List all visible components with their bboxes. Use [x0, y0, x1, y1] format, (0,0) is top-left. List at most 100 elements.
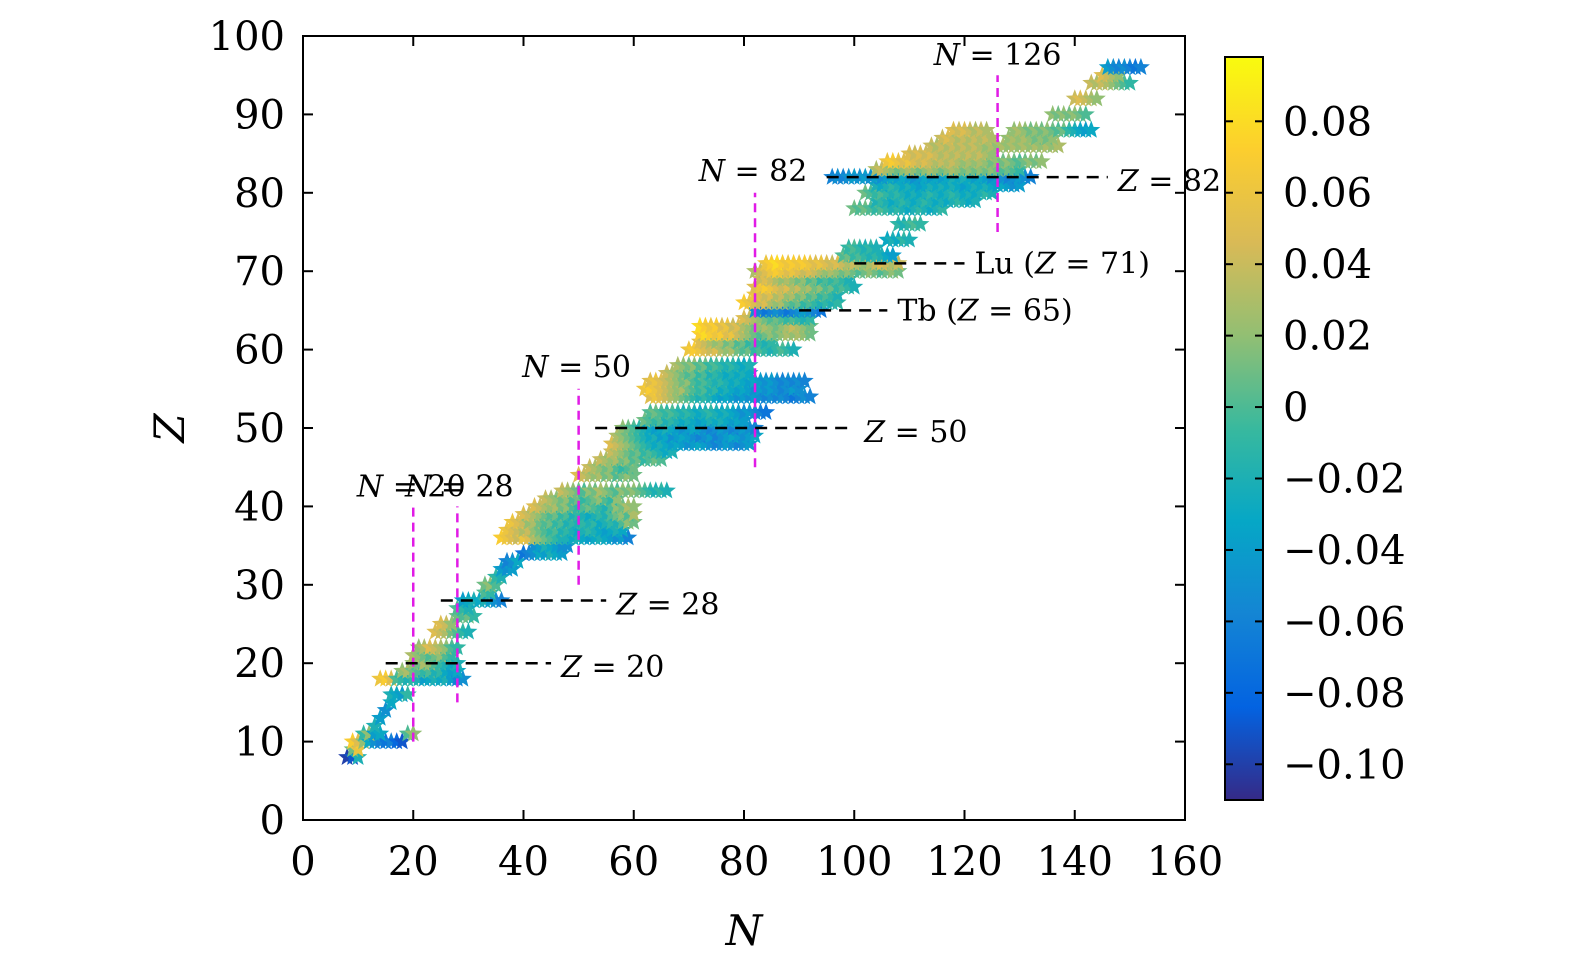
y-tick-label: 90 [234, 92, 285, 138]
nuclide-point [1120, 73, 1139, 91]
x-tick-label: 120 [926, 839, 1002, 885]
nuclide-point [349, 739, 368, 758]
nuclide-point [762, 332, 781, 350]
nuclide-point [735, 410, 753, 428]
nuclide-point [1032, 151, 1051, 170]
x-tick-label: 140 [1037, 839, 1113, 885]
nuclide-point [740, 355, 759, 373]
nuclide-point [1043, 128, 1062, 146]
nuclide-point [503, 559, 522, 577]
y-tick-label: 0 [260, 798, 285, 844]
nuclide-point [624, 496, 643, 515]
annotations: N = 20N = 28 N = 50 N = 82 N = 126 Z = 20 Z =… [356, 38, 1221, 685]
x-tick-label: 20 [388, 839, 439, 885]
x-tick-label: 100 [816, 839, 892, 885]
nuclide-point [376, 700, 395, 718]
nuclide-point [486, 575, 505, 593]
nuclide-point [977, 120, 996, 138]
nuclide-point [459, 622, 478, 640]
annotation-label: N = 50 [521, 350, 631, 385]
colorbar-tick-label: −0.02 [1283, 457, 1406, 503]
y-tick-label: 40 [234, 484, 285, 530]
nuclide-point [900, 230, 919, 248]
nuclide-point [1010, 175, 1029, 193]
nuclide-point [1131, 57, 1150, 75]
nuclide-point [845, 277, 864, 295]
colorbar-tick-label: 0 [1283, 385, 1308, 431]
nuclide-point [795, 371, 814, 389]
nuclide-point [382, 692, 401, 711]
nuclide-point [558, 536, 577, 554]
nuclide-point [801, 316, 820, 334]
annotation-label: N = 82 [698, 154, 808, 189]
nuclide-point [828, 285, 847, 303]
nuclide-point [459, 598, 478, 616]
nuclide-point [839, 269, 858, 287]
nuclide-point [746, 418, 765, 436]
nuclide-point [448, 638, 467, 656]
nuclide-point [889, 261, 908, 279]
nuclide-point [657, 481, 676, 499]
nuclide-point [966, 191, 985, 209]
x-axis-title: N [725, 906, 764, 955]
x-tick-label: 160 [1147, 839, 1223, 885]
colorbar [1224, 56, 1264, 801]
nuclide-point [1082, 120, 1101, 138]
nuclide-point [619, 528, 638, 546]
nuclide-point [1010, 159, 1029, 177]
nuclide-point [740, 434, 759, 452]
y-tick-label: 20 [234, 641, 285, 687]
nuclide-point [365, 716, 384, 734]
colorbar-tick-label: −0.10 [1283, 742, 1406, 788]
colorbar-tick-label: −0.06 [1283, 599, 1406, 645]
nuclide-point [613, 520, 632, 538]
nuclide-point [933, 199, 952, 217]
colorbar-tick-label: 0.04 [1283, 242, 1372, 288]
nuclide-point [867, 238, 886, 256]
y-tick-label: 70 [234, 249, 285, 295]
annotation-label: Z = 50 [863, 415, 967, 450]
nuclide-point [624, 457, 643, 475]
nuclide-point [1076, 104, 1095, 123]
nuclide-point [757, 402, 776, 420]
nuclide-point [983, 144, 1002, 162]
nuclide-point [453, 669, 472, 687]
nuclide-point [464, 606, 483, 624]
annotation-label: Z = 28 [615, 587, 719, 622]
annotation-label: Z = 20 [560, 650, 664, 685]
nuclide-point [1049, 136, 1068, 154]
nuclide-point [608, 489, 627, 507]
y-tick-label: 100 [209, 14, 285, 60]
colorbar-tick-label: 0.02 [1283, 314, 1372, 360]
nuclide-point [801, 308, 820, 326]
nuclide-point [509, 551, 527, 569]
nuclide-point [801, 324, 820, 342]
y-tick-label: 50 [234, 406, 285, 452]
nuclide-point [663, 442, 682, 460]
x-tick-label: 60 [608, 839, 659, 885]
nuclide-point [349, 747, 368, 765]
annotation-label: N = 20 [356, 469, 466, 504]
colorbar-tick-label: 0.08 [1283, 99, 1372, 145]
nuclide-point [652, 449, 671, 467]
nuclide-point [1109, 65, 1128, 83]
nuclide-point [828, 293, 847, 311]
y-tick-label: 30 [234, 563, 285, 609]
nuclide-point [790, 379, 809, 397]
colorbar-ticks: 0.08 0.06 0.04 0.02 0 −0.02 −0.04 −0.06 −0.08 −0.… [1225, 99, 1406, 788]
colorbar-tick-label: −0.04 [1283, 528, 1406, 574]
y-axis-title: Z [145, 413, 194, 445]
nuclide-point [624, 504, 643, 522]
magic-lines [385, 75, 1108, 742]
nuclide-point [983, 183, 1002, 201]
nuclide-point [883, 246, 902, 264]
colorbar-tick-label: 0.06 [1283, 171, 1372, 217]
annotation-label: N = 28 [404, 469, 514, 504]
nuclide-point [624, 512, 643, 530]
annotation-label: N = 126 [933, 38, 1062, 73]
nuclide-point [371, 724, 390, 742]
x-tick-label: 40 [498, 839, 549, 885]
nuclide-point [983, 128, 1002, 146]
x-tick-label: 80 [719, 839, 770, 885]
